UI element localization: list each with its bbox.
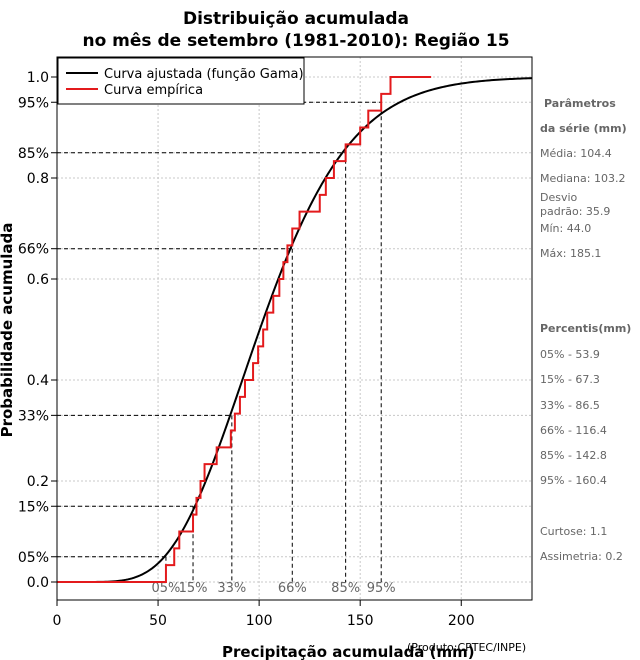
y-tick-label-33%: 33% — [18, 408, 49, 424]
y-tick-label-0.8: 0.8 — [27, 171, 49, 187]
y-tick-label-0.2: 0.2 — [27, 474, 49, 490]
side-panel: Parâmetros da série (mm) Média: 104.4 Me… — [540, 97, 631, 563]
plot-frame — [56, 56, 533, 601]
y-tick-label-85%: 85% — [18, 146, 49, 162]
y-tick-label-1.0: 1.0 — [27, 70, 49, 86]
y-tick-label-0.4: 0.4 — [27, 373, 49, 389]
percentile-label-95%: 95% — [367, 581, 396, 596]
percentile-33: 33% - 86.5 — [540, 399, 600, 412]
percentile-label-66%: 66% — [278, 581, 307, 596]
stat-min: Mín: 44.0 — [540, 222, 591, 235]
empirical-step-curve — [57, 76, 432, 583]
percentile-05: 05% - 53.9 — [540, 348, 600, 361]
stat-mediana: Mediana: 103.2 — [540, 172, 625, 185]
x-tick-label-100: 100 — [246, 613, 273, 629]
legend-empirical-label: Curva empírica — [104, 83, 203, 98]
y-tick-label-0.6: 0.6 — [27, 272, 49, 288]
percentile-66: 66% - 116.4 — [540, 424, 607, 437]
grid — [56, 57, 532, 600]
percentile-label-33%: 33% — [217, 581, 246, 596]
x-tick-label-50: 50 — [149, 613, 167, 629]
y-tick-label-0.0: 0.0 — [27, 575, 49, 591]
stat-desvio-line-2: padrão: 35.9 — [540, 205, 610, 218]
x-tick-label-0: 0 — [53, 613, 62, 629]
percentile-95: 95% - 160.4 — [540, 474, 607, 487]
axes: 0 50 100 150 2000.005%15%0.233%0.40.666%0.88… — [18, 70, 475, 629]
params-subheading: da série (mm) — [540, 122, 627, 135]
y-tick-label-15%: 15% — [18, 499, 49, 515]
y-tick-label-66%: 66% — [18, 242, 49, 258]
gamma-fit-curve — [57, 77, 533, 583]
percentis-heading: Percentis(mm) — [540, 322, 631, 335]
percentile-label-85%: 85% — [331, 581, 360, 596]
percentile-guides: 05%15% 33% 66% 85% 95% — [57, 101, 396, 596]
stat-curtose: Curtose: 1.1 — [540, 525, 607, 538]
stat-media: Média: 104.4 — [540, 147, 612, 160]
percentile-label-15%: 15% — [179, 581, 208, 596]
x-axis-label: Precipitação acumulada (mm) — [222, 643, 475, 660]
stat-assimetria: Assimetria: 0.2 — [540, 550, 623, 563]
y-axis-label: Probabilidade acumulada — [0, 223, 16, 438]
series — [57, 76, 533, 583]
legend-box — [57, 57, 305, 105]
stat-max: Máx: 185.1 — [540, 247, 601, 260]
product-credit: (Produto:CPTEC/INPE) — [407, 641, 526, 654]
y-tick-label-95%: 95% — [18, 95, 49, 111]
params-heading: Parâmetros — [544, 97, 616, 110]
stat-desvio-line-1: Desvio — [540, 191, 578, 204]
chart-title-line-1: Distribuição acumulada — [183, 9, 409, 29]
legend-fit-label: Curva ajustada (função Gama) — [104, 67, 304, 82]
y-tick-label-05%: 05% — [18, 550, 49, 566]
percentile-label-05%: 05% — [151, 581, 180, 596]
x-tick-label-150: 150 — [347, 613, 374, 629]
percentile-85: 85% - 142.8 — [540, 449, 607, 462]
chart-title-line-2: no mês de setembro (1981-2010): Região 1… — [82, 31, 509, 51]
percentile-15: 15% - 67.3 — [540, 373, 600, 386]
legend: Curva ajustada (função Gama) Curva empír… — [57, 57, 305, 105]
x-tick-label-200: 200 — [448, 613, 475, 629]
